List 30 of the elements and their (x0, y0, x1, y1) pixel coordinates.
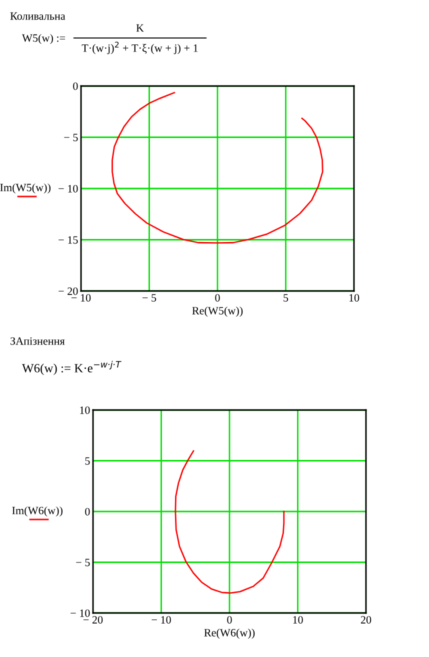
y-tick-label: − 5 (64, 134, 78, 142)
x-tick-label: 20 (360, 616, 372, 624)
x-axis-title: Re(W6(w)) (204, 628, 255, 639)
y-tick-label: − 15 (58, 236, 78, 244)
line-series (174, 450, 285, 594)
x-axis-title: Re(W5(w)) (192, 306, 243, 317)
y-tick-label: 0 (73, 82, 78, 90)
x-tick-label: 5 (284, 294, 288, 302)
y-tick-label: 5 (85, 457, 90, 465)
y-axis-title: Im(W5(w)) (0, 183, 50, 194)
y-tick-label: − 20 (58, 287, 78, 295)
text: T·(w·j)$^{2}$ + T·ξ·(w + j) + 1 (82, 42, 198, 54)
y-tick-label: − 10 (58, 184, 78, 192)
y-tick-label: 10 (80, 406, 90, 414)
y-tick-label: − 10 (70, 609, 90, 617)
x-tick-label: 10 (293, 616, 303, 624)
text: W6(w) := K·e$^{−w·j·T}$ (22, 360, 122, 375)
text: W5(w) := (22, 34, 66, 44)
x-tick-label: − 5 (142, 294, 156, 302)
x-tick-label: 0 (215, 294, 220, 302)
x-tick-label: 10 (349, 294, 360, 302)
text: K (136, 24, 144, 32)
y-tick-label: 0 (85, 508, 90, 516)
chart-title: Коливальна (10, 12, 66, 20)
line-series (112, 92, 324, 244)
y-tick-label: − 5 (76, 558, 90, 566)
y-axis-title: Im(W6(w)) (12, 506, 62, 517)
x-tick-label: 0 (227, 616, 232, 624)
x-tick-label: − 10 (152, 616, 171, 624)
chart-title: ЗАпізнення (10, 337, 65, 345)
